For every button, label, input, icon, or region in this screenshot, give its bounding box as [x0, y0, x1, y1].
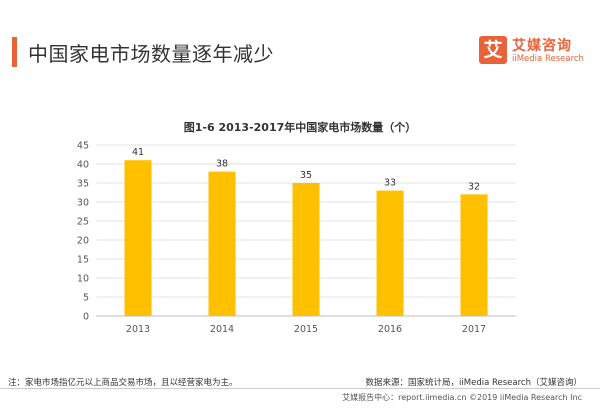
data-label: 41 [132, 147, 144, 158]
y-tick-label: 20 [77, 236, 89, 247]
footer-credit: 艾媒报告中心：report.iimedia.cn ©2019 iiMedia R… [342, 393, 582, 402]
y-tick-label: 45 [77, 141, 89, 152]
logo-glyph: 艾 [483, 39, 503, 61]
data-label: 32 [468, 181, 480, 192]
footer-divider [0, 388, 600, 389]
data-label: 38 [216, 159, 228, 170]
x-tick-label: 2016 [378, 324, 402, 335]
iimedia-logo: 艾 艾媒咨询 iiMedia Research [479, 34, 593, 70]
y-tick-label: 30 [77, 198, 89, 209]
bar [208, 171, 236, 316]
bar [460, 194, 488, 316]
chart-title: 图1-6 2013-2017年中国家电市场数量（个） [183, 121, 417, 134]
x-tick-label: 2015 [294, 324, 318, 335]
logo-name-en: iiMedia Research [512, 54, 584, 64]
bar [376, 190, 404, 316]
footnote: 注：家电市场指亿元以上商品交易市场，且以经营家电为主。 [8, 378, 238, 388]
data-label: 35 [300, 170, 312, 181]
y-tick-label: 0 [83, 312, 89, 323]
data-source: 数据来源：国家统计局，iiMedia Research（艾媒咨询） [365, 378, 582, 388]
y-tick-label: 40 [77, 160, 89, 171]
logo-name-cn: 艾媒咨询 [512, 38, 572, 54]
y-tick-label: 10 [77, 274, 89, 285]
data-label: 33 [384, 178, 396, 189]
y-tick-label: 25 [77, 217, 89, 228]
title-accent-bar [12, 37, 17, 67]
logo-mark-icon [479, 36, 507, 64]
x-tick-label: 2017 [462, 324, 486, 335]
bar [124, 160, 152, 316]
x-tick-label: 2014 [210, 324, 234, 335]
y-tick-label: 5 [83, 293, 89, 304]
x-tick-label: 2013 [126, 324, 150, 335]
page-title: 中国家电市场数量逐年减少 [28, 42, 274, 66]
bar [292, 183, 320, 316]
y-tick-label: 35 [77, 179, 89, 190]
y-tick-label: 15 [77, 255, 89, 266]
